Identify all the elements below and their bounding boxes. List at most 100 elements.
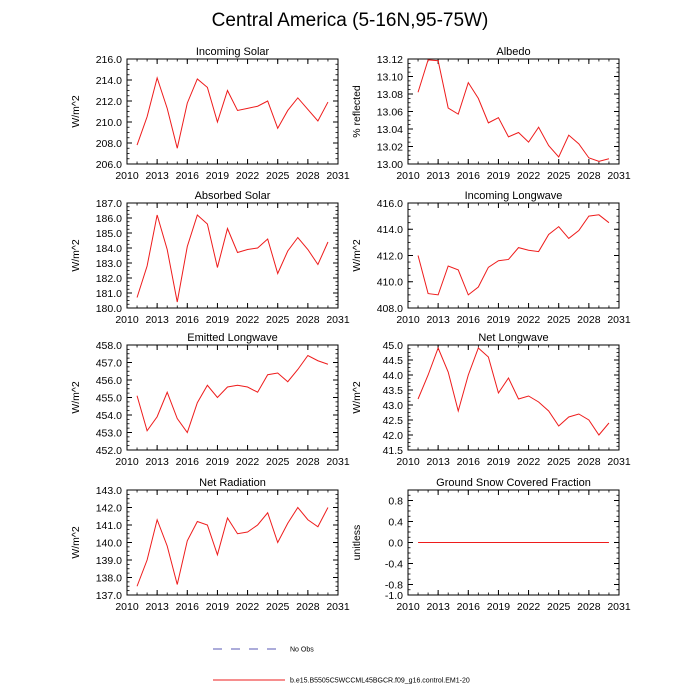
x-tick-label: 2025 <box>547 314 571 326</box>
y-tick-label: 140.0 <box>96 537 122 549</box>
y-tick-label: 454.0 <box>96 410 122 422</box>
panel-title: Incoming Longwave <box>465 190 563 202</box>
y-tick-label: 414.0 <box>377 224 403 236</box>
x-tick-label: 2025 <box>266 456 290 468</box>
panel-title: Ground Snow Covered Fraction <box>436 477 591 489</box>
x-tick-label: 2010 <box>115 456 139 468</box>
x-tick-label: 2016 <box>176 170 200 182</box>
y-tick-label: 212.0 <box>96 96 122 108</box>
y-tick-label: 186.0 <box>96 213 122 225</box>
x-tick-label: 2025 <box>266 314 290 326</box>
x-tick-label: 2028 <box>577 170 601 182</box>
panel-net-radiation: 2010 2013 2016 2019 2022 2025 2028 2031 137.0 138… <box>70 477 350 613</box>
x-tick-label: 2031 <box>326 456 350 468</box>
x-tick-label: 2019 <box>206 456 230 468</box>
y-tick-label: 216.0 <box>96 54 122 66</box>
legend-model-label: b.e15.B5505C5WCCML45BGCR.f09_g16.control… <box>290 678 470 685</box>
y-tick-label: 206.0 <box>96 159 122 171</box>
y-axis-label: W/m^2 <box>70 526 82 559</box>
y-tick-label: 452.0 <box>96 445 122 457</box>
y-tick-label: 453.0 <box>96 427 122 439</box>
legend: No Obs b.e15.B5505C5WCCML45BGCR.f09_g16.… <box>213 647 470 685</box>
x-tick-label: 2031 <box>607 170 631 182</box>
panel-title: Incoming Solar <box>196 46 270 58</box>
x-tick-label: 2031 <box>326 314 350 326</box>
x-tick-label: 2016 <box>457 601 481 613</box>
x-tick-label: 2016 <box>176 314 200 326</box>
x-tick-label: 2013 <box>426 170 450 182</box>
x-tick-label: 2016 <box>176 601 200 613</box>
x-tick-label: 2022 <box>236 314 260 326</box>
y-tick-label: 13.08 <box>377 89 403 101</box>
x-tick-label: 2010 <box>396 456 420 468</box>
y-tick-label: 13.06 <box>377 106 403 118</box>
x-tick-label: 2016 <box>457 314 481 326</box>
x-tick-label: 2028 <box>296 601 320 613</box>
y-tick-label: 44.0 <box>383 370 404 382</box>
x-tick-label: 2013 <box>145 601 169 613</box>
x-tick-label: 2010 <box>396 170 420 182</box>
y-axis-label: % reflected <box>351 85 363 138</box>
x-tick-label: 2013 <box>426 456 450 468</box>
y-tick-label: 139.0 <box>96 555 122 567</box>
y-tick-label: 210.0 <box>96 117 122 129</box>
series-line-albedo <box>417 59 610 162</box>
x-tick-label: 2022 <box>517 601 541 613</box>
series-line-incoming-longwave <box>417 214 610 296</box>
x-tick-label: 2019 <box>206 601 230 613</box>
legend-obs-label: No Obs <box>290 647 314 654</box>
panel-net-longwave: 2010 2013 2016 2019 2022 2025 2028 2031 41.5 42.0… <box>351 332 631 468</box>
panel-incoming-longwave: 2010 2013 2016 2019 2022 2025 2028 2031 408.0 410… <box>351 190 631 326</box>
x-tick-label: 2022 <box>517 314 541 326</box>
x-tick-label: 2022 <box>236 456 260 468</box>
y-tick-label: 45.0 <box>383 340 404 352</box>
plot-frame <box>407 58 620 165</box>
y-tick-label: 457.0 <box>96 357 122 369</box>
y-tick-label: -0.4 <box>385 558 403 570</box>
x-tick-label: 2010 <box>115 601 139 613</box>
x-tick-label: 2019 <box>487 170 511 182</box>
plot-frame <box>126 344 339 451</box>
y-tick-label: 458.0 <box>96 340 122 352</box>
y-tick-label: 44.5 <box>383 355 404 367</box>
series-line-net-radiation <box>136 506 329 587</box>
x-tick-label: 2022 <box>236 601 260 613</box>
x-tick-label: 2010 <box>396 601 420 613</box>
panel-title: Net Radiation <box>199 477 266 489</box>
series-line-incoming-solar <box>136 76 329 149</box>
y-tick-label: 138.0 <box>96 572 122 584</box>
x-tick-label: 2025 <box>547 170 571 182</box>
y-tick-label: 416.0 <box>377 198 403 210</box>
y-tick-label: 181.0 <box>96 288 122 300</box>
x-tick-label: 2016 <box>176 456 200 468</box>
y-tick-label: 455.0 <box>96 392 122 404</box>
y-tick-label: 43.5 <box>383 385 404 397</box>
y-tick-label: 182.0 <box>96 273 122 285</box>
x-tick-label: 2028 <box>577 456 601 468</box>
y-tick-label: 183.0 <box>96 258 122 270</box>
y-tick-label: -0.8 <box>385 579 403 591</box>
figure-title: Central America (5-16N,95-75W) <box>212 10 489 31</box>
series-line-emitted-longwave <box>136 354 329 434</box>
x-tick-label: 2010 <box>396 314 420 326</box>
panel-title: Emitted Longwave <box>187 332 278 344</box>
x-tick-label: 2019 <box>206 170 230 182</box>
y-tick-label: 208.0 <box>96 138 122 150</box>
x-tick-label: 2031 <box>326 601 350 613</box>
y-tick-label: 0.4 <box>388 516 403 528</box>
y-axis-label: W/m^2 <box>351 381 363 414</box>
y-tick-label: 137.0 <box>96 590 122 602</box>
x-tick-label: 2025 <box>266 170 290 182</box>
panel-absorbed-solar: 2010 2013 2016 2019 2022 2025 2028 2031 180.0 181… <box>70 190 350 326</box>
x-tick-label: 2028 <box>577 601 601 613</box>
x-tick-label: 2013 <box>426 314 450 326</box>
y-tick-label: 456.0 <box>96 375 122 387</box>
x-tick-label: 2013 <box>145 314 169 326</box>
x-tick-label: 2013 <box>426 601 450 613</box>
y-tick-label: 42.0 <box>383 430 404 442</box>
x-tick-label: 2022 <box>517 456 541 468</box>
y-tick-label: -1.0 <box>385 590 403 602</box>
y-axis-label: W/m^2 <box>70 95 82 128</box>
panels-group: 2010 2013 2016 2019 2022 2025 2028 2031 206.0 208… <box>70 46 631 613</box>
y-tick-label: 142.0 <box>96 502 122 514</box>
